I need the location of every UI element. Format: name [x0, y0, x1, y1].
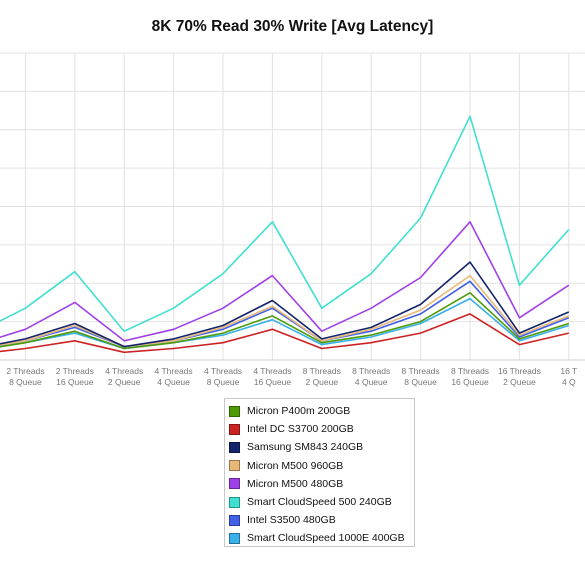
legend-item: Intel S3500 480GB — [229, 511, 414, 529]
x-tick-label: 8 Threads — [352, 366, 390, 376]
x-tick-label: 16 T — [560, 366, 577, 376]
legend-swatch — [229, 460, 240, 472]
series-line — [0, 221, 570, 342]
x-tick-label: 2 Threads — [6, 366, 44, 376]
series-line — [0, 261, 570, 348]
x-tick-label: 16 Queue — [451, 377, 489, 387]
legend-swatch — [229, 405, 240, 417]
x-tick-label: 2 Queue — [108, 377, 141, 387]
x-tick-label: 16 Threads — [498, 366, 541, 376]
legend-swatch — [229, 423, 240, 435]
x-tick-label: 4 Threads — [204, 366, 242, 376]
legend-item: Samsung SM843 240GB — [229, 438, 414, 456]
x-tick-label: 4 Queue — [157, 377, 190, 387]
x-tick-label: 4 Threads — [105, 366, 143, 376]
legend-label: Samsung SM843 240GB — [247, 441, 364, 454]
legend-item: Intel DC S3700 200GB — [229, 420, 414, 438]
legend-swatch — [229, 514, 240, 526]
series-line — [0, 280, 570, 348]
x-tick-label: 8 Queue — [9, 377, 42, 387]
legend-swatch — [229, 478, 240, 490]
x-tick-label: 8 Threads — [451, 366, 489, 376]
legend-item: Micron P400m 200GB — [229, 402, 414, 420]
x-tick-label: 8 Threads — [303, 366, 341, 376]
series-line — [0, 291, 570, 350]
x-tick-label: 4 Q — [562, 377, 576, 387]
chart-legend: Micron P400m 200GB Intel DC S3700 200GB Sa… — [224, 398, 415, 547]
legend-swatch — [229, 441, 240, 453]
legend-label: Micron M500 480GB — [247, 477, 344, 490]
x-tick-label: 8 Queue — [207, 377, 240, 387]
series-line — [0, 297, 570, 350]
legend-swatch — [229, 496, 240, 508]
x-tick-label: 4 Threads — [155, 366, 193, 376]
legend-label: Intel DC S3700 200GB — [247, 423, 354, 436]
legend-item: Smart CloudSpeed 500 240GB — [229, 493, 414, 511]
x-tick-label: 4 Threads — [253, 366, 291, 376]
legend-swatch — [229, 532, 240, 544]
x-tick-label: 2 Threads — [56, 366, 94, 376]
series-line — [0, 274, 570, 348]
legend-label: Intel S3500 480GB — [247, 514, 336, 527]
legend-label: Micron P400m 200GB — [247, 405, 351, 418]
legend-item: Micron M500 960GB — [229, 457, 414, 475]
chart-title: 8K 70% Read 30% Write [Avg Latency] — [151, 18, 434, 35]
x-tick-label: 8 Threads — [402, 366, 440, 376]
legend-label: Micron M500 960GB — [247, 459, 344, 472]
x-tick-label: 2 Queue — [503, 377, 536, 387]
x-tick-label: 4 Queue — [355, 377, 388, 387]
legend-label: Smart CloudSpeed 500 240GB — [247, 496, 392, 509]
series-line — [0, 313, 569, 354]
x-tick-label: 16 Queue — [56, 377, 94, 387]
legend-item: Smart CloudSpeed 1000E 400GB — [229, 529, 414, 547]
x-tick-label: 8 Queue — [404, 377, 437, 387]
x-tick-label: 16 Queue — [254, 377, 292, 387]
legend-label: Smart CloudSpeed 1000E 400GB — [247, 532, 405, 545]
legend-item: Micron M500 480GB — [229, 475, 414, 493]
series-line — [0, 115, 570, 333]
x-tick-label: 2 Queue — [305, 377, 338, 387]
